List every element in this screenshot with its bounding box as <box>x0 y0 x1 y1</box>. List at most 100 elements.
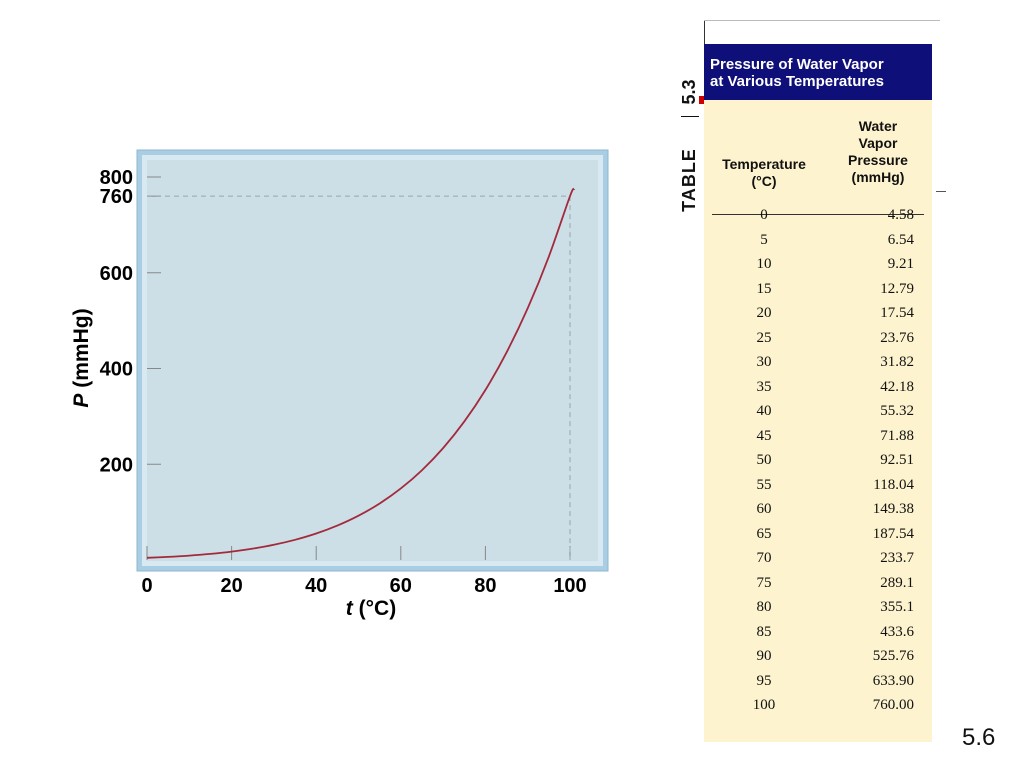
x-tick-label: 60 <box>390 575 412 597</box>
temperature-cell: 25 <box>756 329 772 346</box>
temperature-cell: 95 <box>756 672 772 689</box>
table-row: 70 233.7 <box>704 547 932 572</box>
pressure-cell: 118.04 <box>873 476 914 493</box>
column-header-pressure: Water Vapor Pressure (mmHg) <box>832 118 924 186</box>
column-header-pressure-line-1: Water <box>858 118 898 134</box>
y-tick-label: 200 <box>100 454 133 476</box>
table-row: 15 12.79 <box>704 278 932 303</box>
temperature-cell: 35 <box>756 378 772 395</box>
pressure-cell: 525.76 <box>872 648 914 664</box>
plot-area <box>147 160 598 561</box>
column-header-pressure-line-2: Vapor <box>858 135 898 151</box>
temperature-cell: 80 <box>756 599 772 615</box>
y-axis-title-symbol: P <box>70 393 93 408</box>
table-title-line-2: at Various Temperatures <box>710 73 884 90</box>
table-row: 40 55.32 <box>704 400 932 425</box>
temperature-cell: 20 <box>756 305 772 321</box>
pressure-cell: 233.7 <box>880 550 914 566</box>
table-row: 75 289.1 <box>704 572 932 597</box>
table-marker-square <box>699 96 707 104</box>
table-title: Pressure of Water Vapor at Various Tempe… <box>704 44 932 100</box>
column-header-temperature: Temperature (°C) <box>712 156 816 190</box>
y-axis-title: P (mmHg) <box>70 308 93 407</box>
pressure-cell: 633.90 <box>872 672 914 689</box>
table-header-rule <box>712 214 924 215</box>
table-row: 30 31.82 <box>704 351 932 376</box>
table-header: Temperature (°C) Water Vapor Pressure (m… <box>704 118 932 215</box>
table-label-divider <box>681 116 699 117</box>
pressure-cell: 289.1 <box>880 574 914 591</box>
series-line-vapor-pressure <box>146 187 576 559</box>
x-tick-label: 0 <box>141 575 152 597</box>
pressure-cell: 9.21 <box>887 256 914 272</box>
table-body: Temperature (°C) Water Vapor Pressure (m… <box>704 100 932 742</box>
temperature-cell: 40 <box>756 403 772 419</box>
pressure-cell: 433.6 <box>880 623 914 640</box>
y-tick-label: 400 <box>100 359 133 381</box>
pressure-cell: 55.32 <box>880 403 914 419</box>
table-row: 55 118.04 <box>704 474 932 499</box>
temperature-cell: 50 <box>756 452 772 468</box>
pressure-cell: 17.54 <box>880 305 914 321</box>
pressure-cell: 149.38 <box>872 501 914 517</box>
table-row: 90 525.76 <box>704 645 932 670</box>
pressure-cell: 4.58 <box>887 207 914 223</box>
column-header-temperature-line-1: Temperature <box>722 156 806 172</box>
temperature-cell: 90 <box>756 648 772 664</box>
table-row: 10 9.21 <box>704 253 932 278</box>
y-tick-label: 600 <box>100 263 133 285</box>
table-title-line-1: Pressure of Water Vapor <box>710 56 884 73</box>
x-axis-title-symbol: t <box>346 597 354 620</box>
temperature-cell: 5 <box>760 231 768 248</box>
table-row: 20 17.54 <box>704 302 932 327</box>
table-right-tick <box>936 191 946 192</box>
temperature-cell: 60 <box>756 501 772 517</box>
reference-lines <box>147 195 571 560</box>
pressure-cell: 42.18 <box>880 378 914 395</box>
table-row: 85 433.6 <box>704 621 932 646</box>
pressure-cell: 355.1 <box>880 599 914 615</box>
table-row: 25 23.76 <box>704 327 932 352</box>
table-rows: 0 4.58 5 6.54 10 9.21 15 12.79 20 17.54 25 23.76 30 3… <box>704 204 932 719</box>
pressure-cell: 31.82 <box>880 354 914 370</box>
table-label-number: 5.3 <box>679 79 699 105</box>
column-header-pressure-line-3: Pressure <box>848 152 908 168</box>
pressure-cell: 92.51 <box>880 452 914 468</box>
temperature-cell: 85 <box>756 623 772 640</box>
pressure-cell: 71.88 <box>880 427 914 444</box>
pressure-cell: 6.54 <box>887 231 914 248</box>
temperature-cell: 10 <box>756 256 772 272</box>
temperature-cell: 45 <box>756 427 772 444</box>
y-axis-title-unit: (mmHg) <box>70 308 93 393</box>
temperature-cell: 70 <box>756 550 772 566</box>
y-tick-label: 800 <box>100 167 133 189</box>
temperature-cell: 30 <box>756 354 772 370</box>
x-tick-label: 40 <box>305 575 327 597</box>
table-top-rule <box>704 20 940 21</box>
x-axis-title-unit: (°C) <box>353 597 396 620</box>
x-tick-label: 80 <box>474 575 496 597</box>
table-row: 0 4.58 <box>704 204 932 229</box>
pressure-cell: 760.00 <box>872 697 914 713</box>
column-header-pressure-line-4: (mmHg) <box>851 169 905 185</box>
slide-number: 5.6 <box>962 724 996 751</box>
pressure-cell: 23.76 <box>880 329 914 346</box>
x-tick-label: 100 <box>553 575 586 597</box>
temperature-cell: 55 <box>756 476 772 493</box>
table-row: 45 71.88 <box>704 425 932 450</box>
vapor-pressure-table: TABLE 5.3 Pressure of Water Vapor at Var… <box>679 20 946 742</box>
table-label-word: TABLE <box>679 148 699 212</box>
table-row: 65 187.54 <box>704 523 932 548</box>
temperature-cell: 65 <box>756 525 772 542</box>
table-row: 95 633.90 <box>704 670 932 695</box>
temperature-cell: 15 <box>756 280 772 297</box>
temperature-cell: 100 <box>752 697 776 713</box>
table-row: 60 149.38 <box>704 498 932 523</box>
y-tick-label: 760 <box>100 186 133 208</box>
temperature-cell: 75 <box>756 574 772 591</box>
table-row: 50 92.51 <box>704 449 932 474</box>
x-axis-title: t (°C) <box>346 597 396 620</box>
pressure-cell: 187.54 <box>872 525 914 542</box>
